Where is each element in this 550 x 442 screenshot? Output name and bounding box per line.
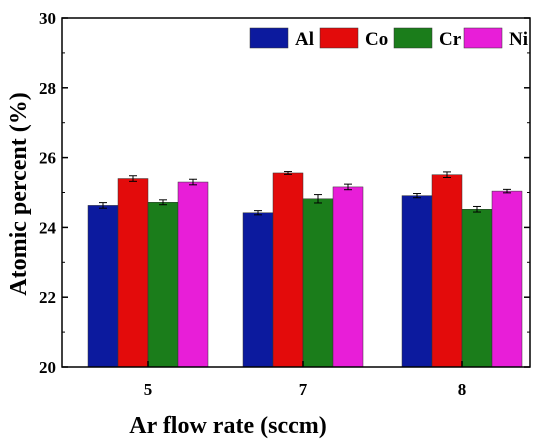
legend-label-cr: Cr — [439, 29, 462, 50]
x-tick-label: 8 — [458, 380, 467, 399]
bar-al-5 — [87, 205, 119, 368]
error-bar-cr-8 — [473, 205, 481, 213]
x-tick-label: 7 — [299, 380, 308, 399]
x-axis-ticks: 5 7 8 — [144, 361, 467, 399]
bar-co-5 — [117, 178, 149, 368]
y-tick-label: 26 — [39, 149, 56, 168]
y-tick-label: 24 — [39, 218, 57, 237]
bars-layer — [87, 172, 523, 368]
legend-swatch-al — [249, 27, 289, 49]
error-bar-co-8 — [443, 171, 451, 178]
error-bar-co-5 — [129, 175, 137, 182]
y-tick-label: 28 — [39, 79, 56, 98]
x-tick-label: 5 — [144, 380, 153, 399]
error-bar-al-8 — [413, 193, 421, 199]
bar-ni-8 — [491, 190, 523, 368]
error-bar-cr-5 — [159, 199, 167, 206]
legend-label-co: Co — [365, 29, 388, 50]
bar-co-7 — [272, 172, 304, 368]
error-bar-cr-7 — [314, 194, 322, 204]
bar-cr-8 — [461, 209, 493, 368]
y-tick-label: 30 — [39, 9, 56, 28]
y-tick-label: 22 — [39, 288, 56, 307]
error-bar-al-5 — [99, 202, 107, 209]
y-axis-ticks: 20 22 24 26 28 30 — [39, 9, 530, 377]
y-axis-label: Atomic percent (%) — [6, 92, 32, 295]
error-bar-ni-5 — [189, 178, 197, 186]
legend-swatch-cr — [393, 27, 433, 49]
legend-label-al: Al — [295, 29, 314, 50]
legend: Al Co Cr Ni — [249, 27, 528, 50]
legend-swatch-ni — [463, 27, 503, 49]
x-axis-label: Ar flow rate (sccm) — [129, 413, 326, 439]
bar-cr-5 — [147, 202, 179, 368]
bar-cr-7 — [302, 198, 334, 368]
error-bar-ni-7 — [344, 183, 352, 191]
bar-co-8 — [431, 174, 463, 368]
legend-label-ni: Ni — [509, 29, 528, 50]
bar-al-7 — [242, 212, 274, 368]
legend-swatch-co — [319, 27, 359, 49]
bar-ni-7 — [332, 186, 364, 368]
error-bar-co-7 — [284, 171, 292, 175]
error-bar-ni-8 — [503, 188, 511, 194]
error-bar-al-7 — [254, 210, 262, 216]
error-bars-layer — [99, 171, 511, 216]
bar-ni-5 — [177, 181, 209, 368]
bar-al-8 — [401, 195, 433, 368]
y-tick-label: 20 — [39, 358, 56, 377]
